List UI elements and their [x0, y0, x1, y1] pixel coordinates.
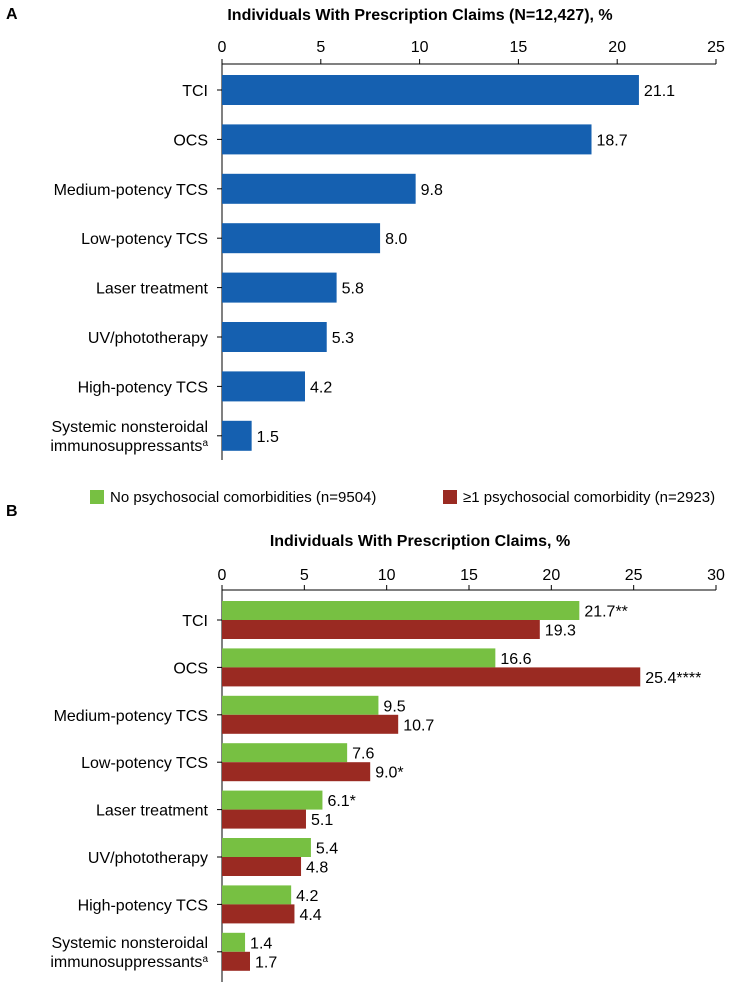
value-label-systemic-nonsteroidal-series-2: 1.7: [255, 954, 277, 971]
category-label-high-potency-tcs: High-potency TCS: [78, 897, 208, 914]
legend-label-2: ≥1 psychosocial comorbidity (n=2923): [463, 489, 715, 506]
value-label-laser-treatment-series-2: 5.1: [311, 812, 333, 829]
bar-high-potency-tcs-series-2: [222, 904, 294, 923]
value-label-tci-series-1: 21.1: [644, 83, 675, 100]
category-label-line1: Systemic nonsteroidal: [51, 419, 208, 436]
bar-high-potency-tcs-series-1: [222, 371, 305, 401]
bar-low-potency-tcs-series-1: [222, 743, 347, 762]
bar-systemic-nonsteroidal-series-1: [222, 933, 245, 952]
x-tick-label: 0: [218, 567, 227, 584]
value-label-laser-treatment-series-1: 6.1*: [327, 793, 355, 810]
value-label-ocs-series-1: 18.7: [597, 132, 628, 149]
value-label-tci-series-2: 19.3: [545, 623, 576, 640]
x-tick-label: 10: [411, 39, 429, 56]
category-label-line2: immunosuppressantsa: [50, 953, 208, 971]
bar-systemic-nonsteroidal-series-1: [222, 421, 252, 451]
x-tick-label: 25: [707, 39, 725, 56]
chart-title: Individuals With Prescription Claims (N=…: [227, 7, 612, 24]
bar-ocs-series-1: [222, 648, 495, 667]
panel-a: A Individuals With Prescription Claims (N…: [6, 6, 725, 460]
x-tick-label: 5: [316, 39, 325, 56]
bar-ocs-series-2: [222, 667, 640, 686]
x-tick-label: 20: [542, 567, 560, 584]
value-label-high-potency-tcs-series-2: 4.4: [299, 907, 321, 924]
bar-uv-phototherapy-series-1: [222, 838, 311, 857]
bar-uv-phototherapy-series-1: [222, 322, 327, 352]
x-tick-label: 10: [378, 567, 396, 584]
value-label-low-potency-tcs-series-1: 7.6: [352, 746, 374, 763]
bar-laser-treatment-series-1: [222, 791, 322, 810]
panel-b: B Individuals With Prescription Claims, %…: [6, 489, 725, 982]
chart-title: Individuals With Prescription Claims, %: [270, 533, 570, 550]
legend-swatch-1: [90, 490, 104, 504]
category-label-ocs: OCS: [173, 660, 208, 677]
x-tick-label: 30: [707, 567, 725, 584]
value-label-uv-phototherapy-series-1: 5.4: [316, 841, 338, 858]
bar-laser-treatment-series-2: [222, 810, 306, 829]
bar-tci-series-1: [222, 75, 639, 105]
category-label-tci: TCI: [182, 613, 208, 630]
bar-laser-treatment-series-1: [222, 273, 337, 303]
panel-label: B: [6, 503, 18, 520]
value-label-medium-potency-tcs-series-1: 9.8: [421, 182, 443, 199]
x-tick-label: 25: [625, 567, 643, 584]
category-label-line1: Systemic nonsteroidal: [51, 935, 208, 952]
category-label-text: immunosuppressants: [50, 954, 202, 971]
bar-tci-series-1: [222, 601, 579, 620]
value-label-high-potency-tcs-series-1: 4.2: [296, 888, 318, 905]
x-tick-label: 0: [218, 39, 227, 56]
value-label-laser-treatment-series-1: 5.8: [342, 281, 364, 298]
legend-swatch-2: [443, 490, 457, 504]
category-label-ocs: OCS: [173, 132, 208, 149]
footnote-marker: a: [202, 953, 208, 964]
bar-systemic-nonsteroidal-series-2: [222, 952, 250, 971]
value-label-medium-potency-tcs-series-1: 9.5: [383, 698, 405, 715]
category-label-uv-phototherapy: UV/phototherapy: [88, 330, 208, 347]
category-label-low-potency-tcs: Low-potency TCS: [81, 231, 208, 248]
bar-high-potency-tcs-series-1: [222, 885, 291, 904]
footnote-marker: a: [202, 437, 208, 448]
x-tick-label: 20: [608, 39, 626, 56]
value-label-ocs-series-1: 16.6: [500, 651, 531, 668]
value-label-uv-phototherapy-series-2: 4.8: [306, 860, 328, 877]
bar-low-potency-tcs-series-1: [222, 223, 380, 253]
bar-uv-phototherapy-series-2: [222, 857, 301, 876]
category-label-text: immunosuppressants: [50, 438, 202, 455]
category-label-laser-treatment: Laser treatment: [96, 803, 209, 820]
category-label-tci: TCI: [182, 83, 208, 100]
value-label-low-potency-tcs-series-2: 9.0*: [375, 765, 403, 782]
value-label-low-potency-tcs-series-1: 8.0: [385, 231, 407, 248]
bar-ocs-series-1: [222, 124, 592, 154]
value-label-high-potency-tcs-series-1: 4.2: [310, 379, 332, 396]
x-tick-label: 15: [510, 39, 528, 56]
category-label-laser-treatment: Laser treatment: [96, 281, 209, 298]
bar-medium-potency-tcs-series-2: [222, 715, 398, 734]
figure: A Individuals With Prescription Claims (N…: [0, 0, 750, 984]
legend-label-1: No psychosocial comorbidities (n=9504): [110, 489, 376, 506]
category-label-high-potency-tcs: High-potency TCS: [78, 379, 208, 396]
category-label-uv-phototherapy: UV/phototherapy: [88, 850, 208, 867]
panel-label: A: [6, 6, 18, 23]
bar-medium-potency-tcs-series-1: [222, 696, 378, 715]
value-label-systemic-nonsteroidal-series-1: 1.4: [250, 935, 272, 952]
category-label-line2: immunosuppressantsa: [50, 437, 208, 455]
value-label-systemic-nonsteroidal-series-1: 1.5: [257, 429, 279, 446]
value-label-ocs-series-2: 25.4****: [645, 670, 701, 687]
category-label-medium-potency-tcs: Medium-potency TCS: [54, 708, 208, 725]
value-label-tci-series-1: 21.7**: [584, 604, 628, 621]
value-label-uv-phototherapy-series-1: 5.3: [332, 330, 354, 347]
value-label-medium-potency-tcs-series-2: 10.7: [403, 717, 434, 734]
bar-low-potency-tcs-series-2: [222, 762, 370, 781]
category-label-low-potency-tcs: Low-potency TCS: [81, 755, 208, 772]
bar-medium-potency-tcs-series-1: [222, 174, 416, 204]
x-tick-label: 5: [300, 567, 309, 584]
x-tick-label: 15: [460, 567, 478, 584]
bar-tci-series-2: [222, 620, 540, 639]
category-label-medium-potency-tcs: Medium-potency TCS: [54, 182, 208, 199]
